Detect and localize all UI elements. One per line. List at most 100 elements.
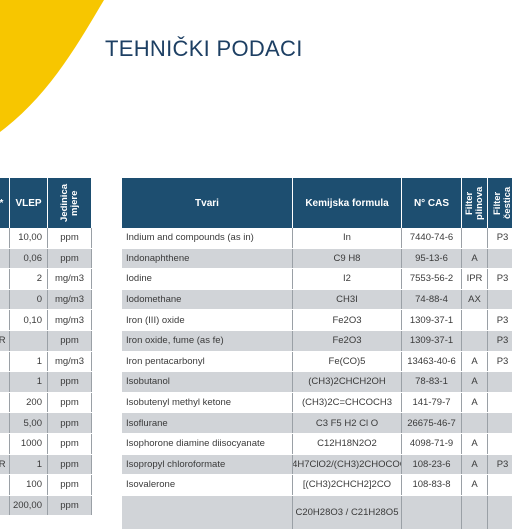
table-cell: 141-79-7 [402,393,462,413]
table-cell: ppm [48,249,92,269]
title: TEHNIČKI PODACI [105,36,303,62]
table-cell: C3 F5 H2 Cl O [293,413,402,433]
table-cell: C12H18N2O2 [293,434,402,454]
table-cell [0,249,10,269]
table-cell: 100 [10,475,48,495]
table-cell [462,331,488,351]
table-cell: A [462,372,488,392]
table-cell [488,372,512,392]
table-cell: P3 [488,352,512,372]
table-cell: P3 [488,331,512,351]
table-cell: Iron oxide, fume (as fe) [122,331,293,351]
header-text: Tvari [195,198,219,209]
table-cell [462,496,488,529]
table-cell: 26675-46-7 [402,413,462,433]
table-cell: ppm [48,228,92,248]
table-cell: ppm [48,475,92,495]
header-text: Kemijska formula [305,198,388,209]
header-cell: N° CAS [402,178,462,228]
table-cell [488,434,512,454]
table-cell: JR [0,331,10,351]
table-cell: P3 [488,228,512,248]
table-cell: 4098-71-9 [402,434,462,454]
table-cell: 1309-37-1 [402,331,462,351]
table-cell: 0,06 [10,249,48,269]
table-cell: P3 [488,455,512,475]
table-cell: A [462,352,488,372]
table-cell: 1 [10,352,48,372]
table-cell: In [293,228,402,248]
table-cell: A [462,475,488,495]
table-cell: ppm [48,434,92,454]
table-cell [488,475,512,495]
table-cell [488,249,512,269]
table-cell [0,290,10,310]
table-cell: Isoflurane [122,413,293,433]
table-cell: P3 [488,310,512,330]
table-cell [0,269,10,289]
table-cell [488,290,512,310]
table-cell: mg/m3 [48,290,92,310]
table-cell: JR [0,455,10,475]
table-cell: mg/m3 [48,352,92,372]
table-cell: 108-83-8 [402,475,462,495]
table-cell: 2 [10,269,48,289]
table-cell [0,372,10,392]
table-cell: 108-23-6 [402,455,462,475]
table-cell: 74-88-4 [402,290,462,310]
table-cell: 1 [10,372,48,392]
header-text: Jedinica mjere [60,178,80,228]
table-cell [0,228,10,248]
table-cell: ppm [48,372,92,392]
table-cell: Fe2O3 [293,331,402,351]
table-cell: Fe2O3 [293,310,402,330]
table-cell: Iodomethane [122,290,293,310]
table-cell: A [462,393,488,413]
table-cell: Isovalerone [122,475,293,495]
table-cell: A [462,249,488,269]
table-cell: P3 [488,269,512,289]
table-cell [10,331,48,351]
table-cell: AX [462,290,488,310]
table-cell [0,413,10,433]
table-cell: CH3I [293,290,402,310]
table-cell: 95-13-6 [402,249,462,269]
table-cell: IPR [462,269,488,289]
table-cell: (CH3)2C=CHCOCH3 [293,393,402,413]
table-cell: 0,10 [10,310,48,330]
table-cell: 13463-40-6 [402,352,462,372]
header-cell: Filter čestica [488,178,512,228]
table-cell: Fe(CO)5 [293,352,402,372]
table-cell: ppm [48,496,92,516]
table-cell [0,352,10,372]
table-cell: ppm [48,455,92,475]
table-cell: Iodine [122,269,293,289]
header-cell: * [0,178,10,228]
table-cell [122,496,293,529]
header-text: Filter čestica [493,178,512,228]
table-cell: I2 [293,269,402,289]
table-cell [488,393,512,413]
table-cell [488,413,512,433]
table-cell: Indonaphthene [122,249,293,269]
table-cell: Iron pentacarbonyl [122,352,293,372]
table-cell: [(CH3)2CHCH2]2CO [293,475,402,495]
table-cell: A [462,434,488,454]
table-cell: ppm [48,331,92,351]
table-cell: (CH3)2CHCH2OH [293,372,402,392]
yellow-shape [0,0,104,132]
header-cell: VLEP [10,178,48,228]
table-cell: 5,00 [10,413,48,433]
table-cell [488,496,512,529]
table-cell [462,413,488,433]
table-cell [462,228,488,248]
table-cell: Isophorone diamine diisocyanate [122,434,293,454]
table-cell: Indium and compounds (as in) [122,228,293,248]
header-cell: Kemijska formula [293,178,402,228]
table-cell [402,496,462,529]
table-cell [0,310,10,330]
table-cell [0,393,10,413]
table-cell: 7553-56-2 [402,269,462,289]
table-cell: Isobutenyl methyl ketone [122,393,293,413]
